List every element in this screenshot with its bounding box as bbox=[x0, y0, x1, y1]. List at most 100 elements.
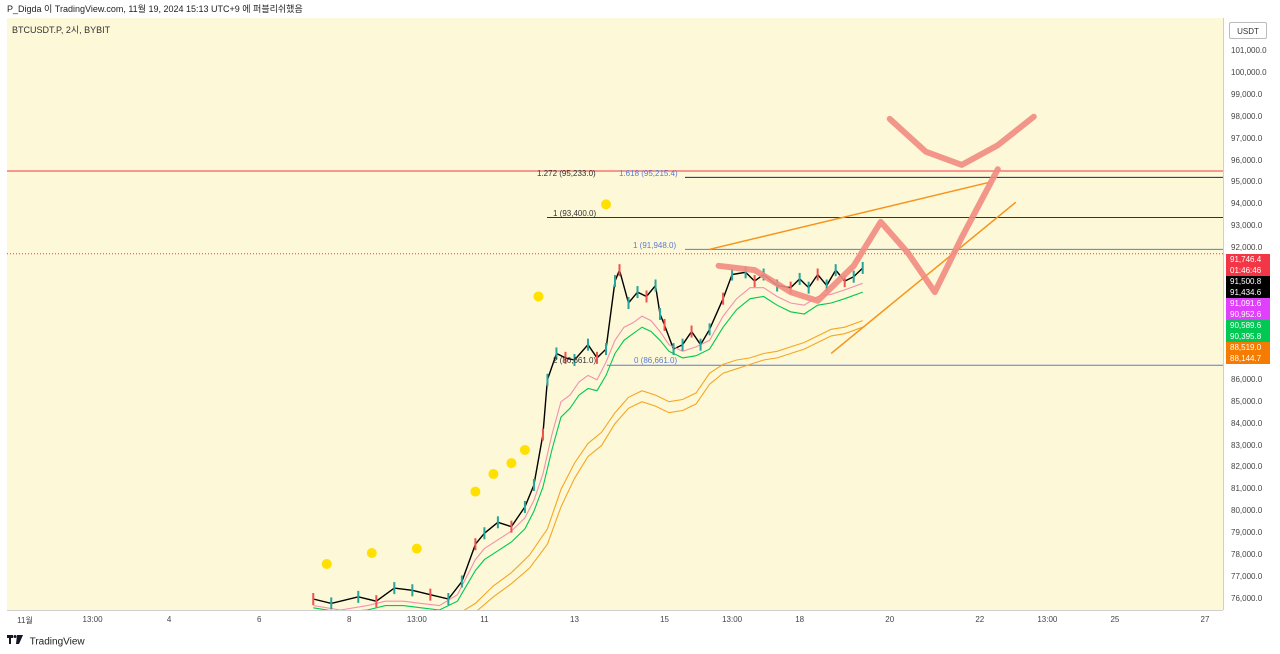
fib-label-1-lower: 1 (91,948.0) bbox=[633, 241, 677, 250]
y-tick-label: 82,000.0 bbox=[1231, 462, 1263, 472]
candle-3 bbox=[375, 595, 378, 608]
y-tick-label: 83,000.0 bbox=[1231, 440, 1263, 450]
price-badge-countdown: 01:46:46 bbox=[1226, 265, 1270, 276]
fib-label-0: 0 (86,661.0) bbox=[634, 356, 678, 365]
signal-marker-8 bbox=[600, 199, 611, 210]
y-tick-label: 81,000.0 bbox=[1231, 484, 1263, 494]
projection-path-1 bbox=[715, 166, 1001, 304]
candle-9 bbox=[474, 538, 477, 551]
trend-line-0 bbox=[709, 181, 989, 251]
price-badge: 90,395.8 bbox=[1226, 331, 1270, 342]
chart-svg bbox=[7, 113, 1223, 610]
candle-8 bbox=[460, 575, 463, 588]
candle-35 bbox=[708, 323, 711, 336]
y-tick-label: 100,000.0 bbox=[1231, 67, 1267, 77]
y-tick-label: 84,000.0 bbox=[1231, 418, 1263, 428]
signal-marker-0 bbox=[321, 558, 332, 569]
candle-2 bbox=[357, 590, 360, 603]
fib-label-1272: 1.272 (95,233.0) bbox=[537, 169, 596, 178]
candle-22 bbox=[604, 343, 607, 356]
candle-46 bbox=[825, 279, 828, 292]
candle-37 bbox=[731, 268, 734, 281]
x-tick-label: 13:00 bbox=[406, 615, 427, 624]
series-line-2 bbox=[313, 291, 863, 610]
y-tick-label: 78,000.0 bbox=[1231, 550, 1263, 560]
y-tick-label: 80,000.0 bbox=[1231, 506, 1263, 516]
time-axis[interactable]: 11월 13:00 4 6 8 13:00 11 13 15 13:00 18 20 22 13:00 25… bbox=[7, 610, 1223, 631]
y-tick-label: 77,000.0 bbox=[1231, 572, 1263, 582]
y-tick-label: 86,000.0 bbox=[1231, 374, 1263, 384]
candle-30 bbox=[663, 318, 666, 331]
candle-50 bbox=[861, 261, 864, 274]
candle-43 bbox=[798, 272, 801, 285]
chart-area[interactable]: BTCUSDT.P, 2시, BYBIT 1.272 (95,233.0) 1.… bbox=[7, 18, 1223, 610]
candle-0 bbox=[312, 593, 315, 606]
projection-path-0 bbox=[886, 113, 1037, 168]
candle-6 bbox=[429, 588, 432, 601]
candle-28 bbox=[654, 279, 657, 292]
candle-49 bbox=[852, 270, 855, 283]
candle-29 bbox=[659, 308, 662, 320]
candle-14 bbox=[532, 479, 535, 492]
candle-17 bbox=[555, 347, 558, 360]
x-tick-label: 20 bbox=[885, 615, 895, 624]
unit-selector[interactable]: USDT bbox=[1229, 22, 1267, 39]
y-tick-label: 99,000.0 bbox=[1231, 89, 1263, 99]
footer-brand-label: TradingView bbox=[29, 636, 85, 648]
fib-label-2: 2 (86,661.0) bbox=[553, 356, 597, 365]
series-line-1 bbox=[313, 282, 863, 610]
candle-24 bbox=[618, 264, 621, 277]
x-tick-label: 13:00 bbox=[1037, 615, 1058, 624]
price-badge: 91,091.6 bbox=[1226, 298, 1270, 309]
signal-marker-5 bbox=[506, 458, 517, 469]
y-tick-label: 95,000.0 bbox=[1231, 177, 1263, 187]
candle-26 bbox=[636, 286, 639, 299]
candle-1 bbox=[330, 597, 333, 610]
candle-7 bbox=[447, 593, 450, 606]
price-badge: 88,144.7 bbox=[1226, 353, 1270, 364]
candle-32 bbox=[681, 338, 684, 351]
series-line-4 bbox=[477, 326, 863, 610]
candle-15 bbox=[541, 428, 544, 441]
price-badge: 91,746.4 bbox=[1226, 254, 1270, 265]
x-tick-label: 27 bbox=[1200, 615, 1210, 624]
candle-19 bbox=[573, 354, 576, 367]
candle-21 bbox=[595, 351, 598, 364]
x-tick-label: 18 bbox=[795, 615, 805, 624]
candle-5 bbox=[411, 584, 414, 597]
y-tick-label: 79,000.0 bbox=[1231, 528, 1263, 538]
y-tick-label: 92,000.0 bbox=[1231, 243, 1263, 253]
candle-47 bbox=[834, 264, 837, 277]
x-tick-label: 15 bbox=[660, 615, 669, 624]
y-tick-label: 101,000.0 bbox=[1231, 45, 1267, 55]
candle-44 bbox=[807, 281, 810, 294]
candle-18 bbox=[564, 351, 567, 364]
y-tick-label: 85,000.0 bbox=[1231, 396, 1263, 406]
candle-33 bbox=[690, 325, 693, 338]
candle-42 bbox=[789, 281, 792, 294]
candle-10 bbox=[483, 527, 486, 540]
signal-marker-4 bbox=[488, 469, 499, 480]
candle-11 bbox=[496, 516, 499, 529]
y-tick-label: 98,000.0 bbox=[1231, 111, 1263, 121]
candle-45 bbox=[816, 268, 819, 281]
publisher-attribution: P_Digda 이 TradingView.com, 11월 19, 2024 … bbox=[7, 4, 303, 14]
x-tick-label: 11월 bbox=[17, 616, 33, 625]
signal-marker-1 bbox=[366, 547, 377, 558]
candle-16 bbox=[546, 373, 549, 386]
tradingview-logo-icon bbox=[7, 633, 23, 651]
price-badge: 88,519.0 bbox=[1226, 342, 1270, 353]
candle-4 bbox=[393, 582, 396, 595]
symbol-label: BTCUSDT.P, 2시, BYBIT bbox=[12, 25, 111, 35]
x-tick-label: 6 bbox=[256, 615, 262, 624]
x-tick-label: 13:00 bbox=[82, 615, 103, 624]
signal-marker-6 bbox=[519, 444, 530, 455]
candle-39 bbox=[753, 275, 756, 288]
price-scale[interactable]: USDT 76,000.0 77,000.0 78,000.0 79,000.0 80,… bbox=[1223, 18, 1274, 610]
candle-27 bbox=[645, 290, 648, 303]
series-line-3 bbox=[463, 320, 863, 610]
price-badge: 91,434.6 bbox=[1226, 287, 1270, 298]
signal-marker-3 bbox=[470, 486, 481, 497]
x-tick-label: 13:00 bbox=[722, 615, 743, 624]
y-tick-label: 76,000.0 bbox=[1231, 594, 1263, 604]
